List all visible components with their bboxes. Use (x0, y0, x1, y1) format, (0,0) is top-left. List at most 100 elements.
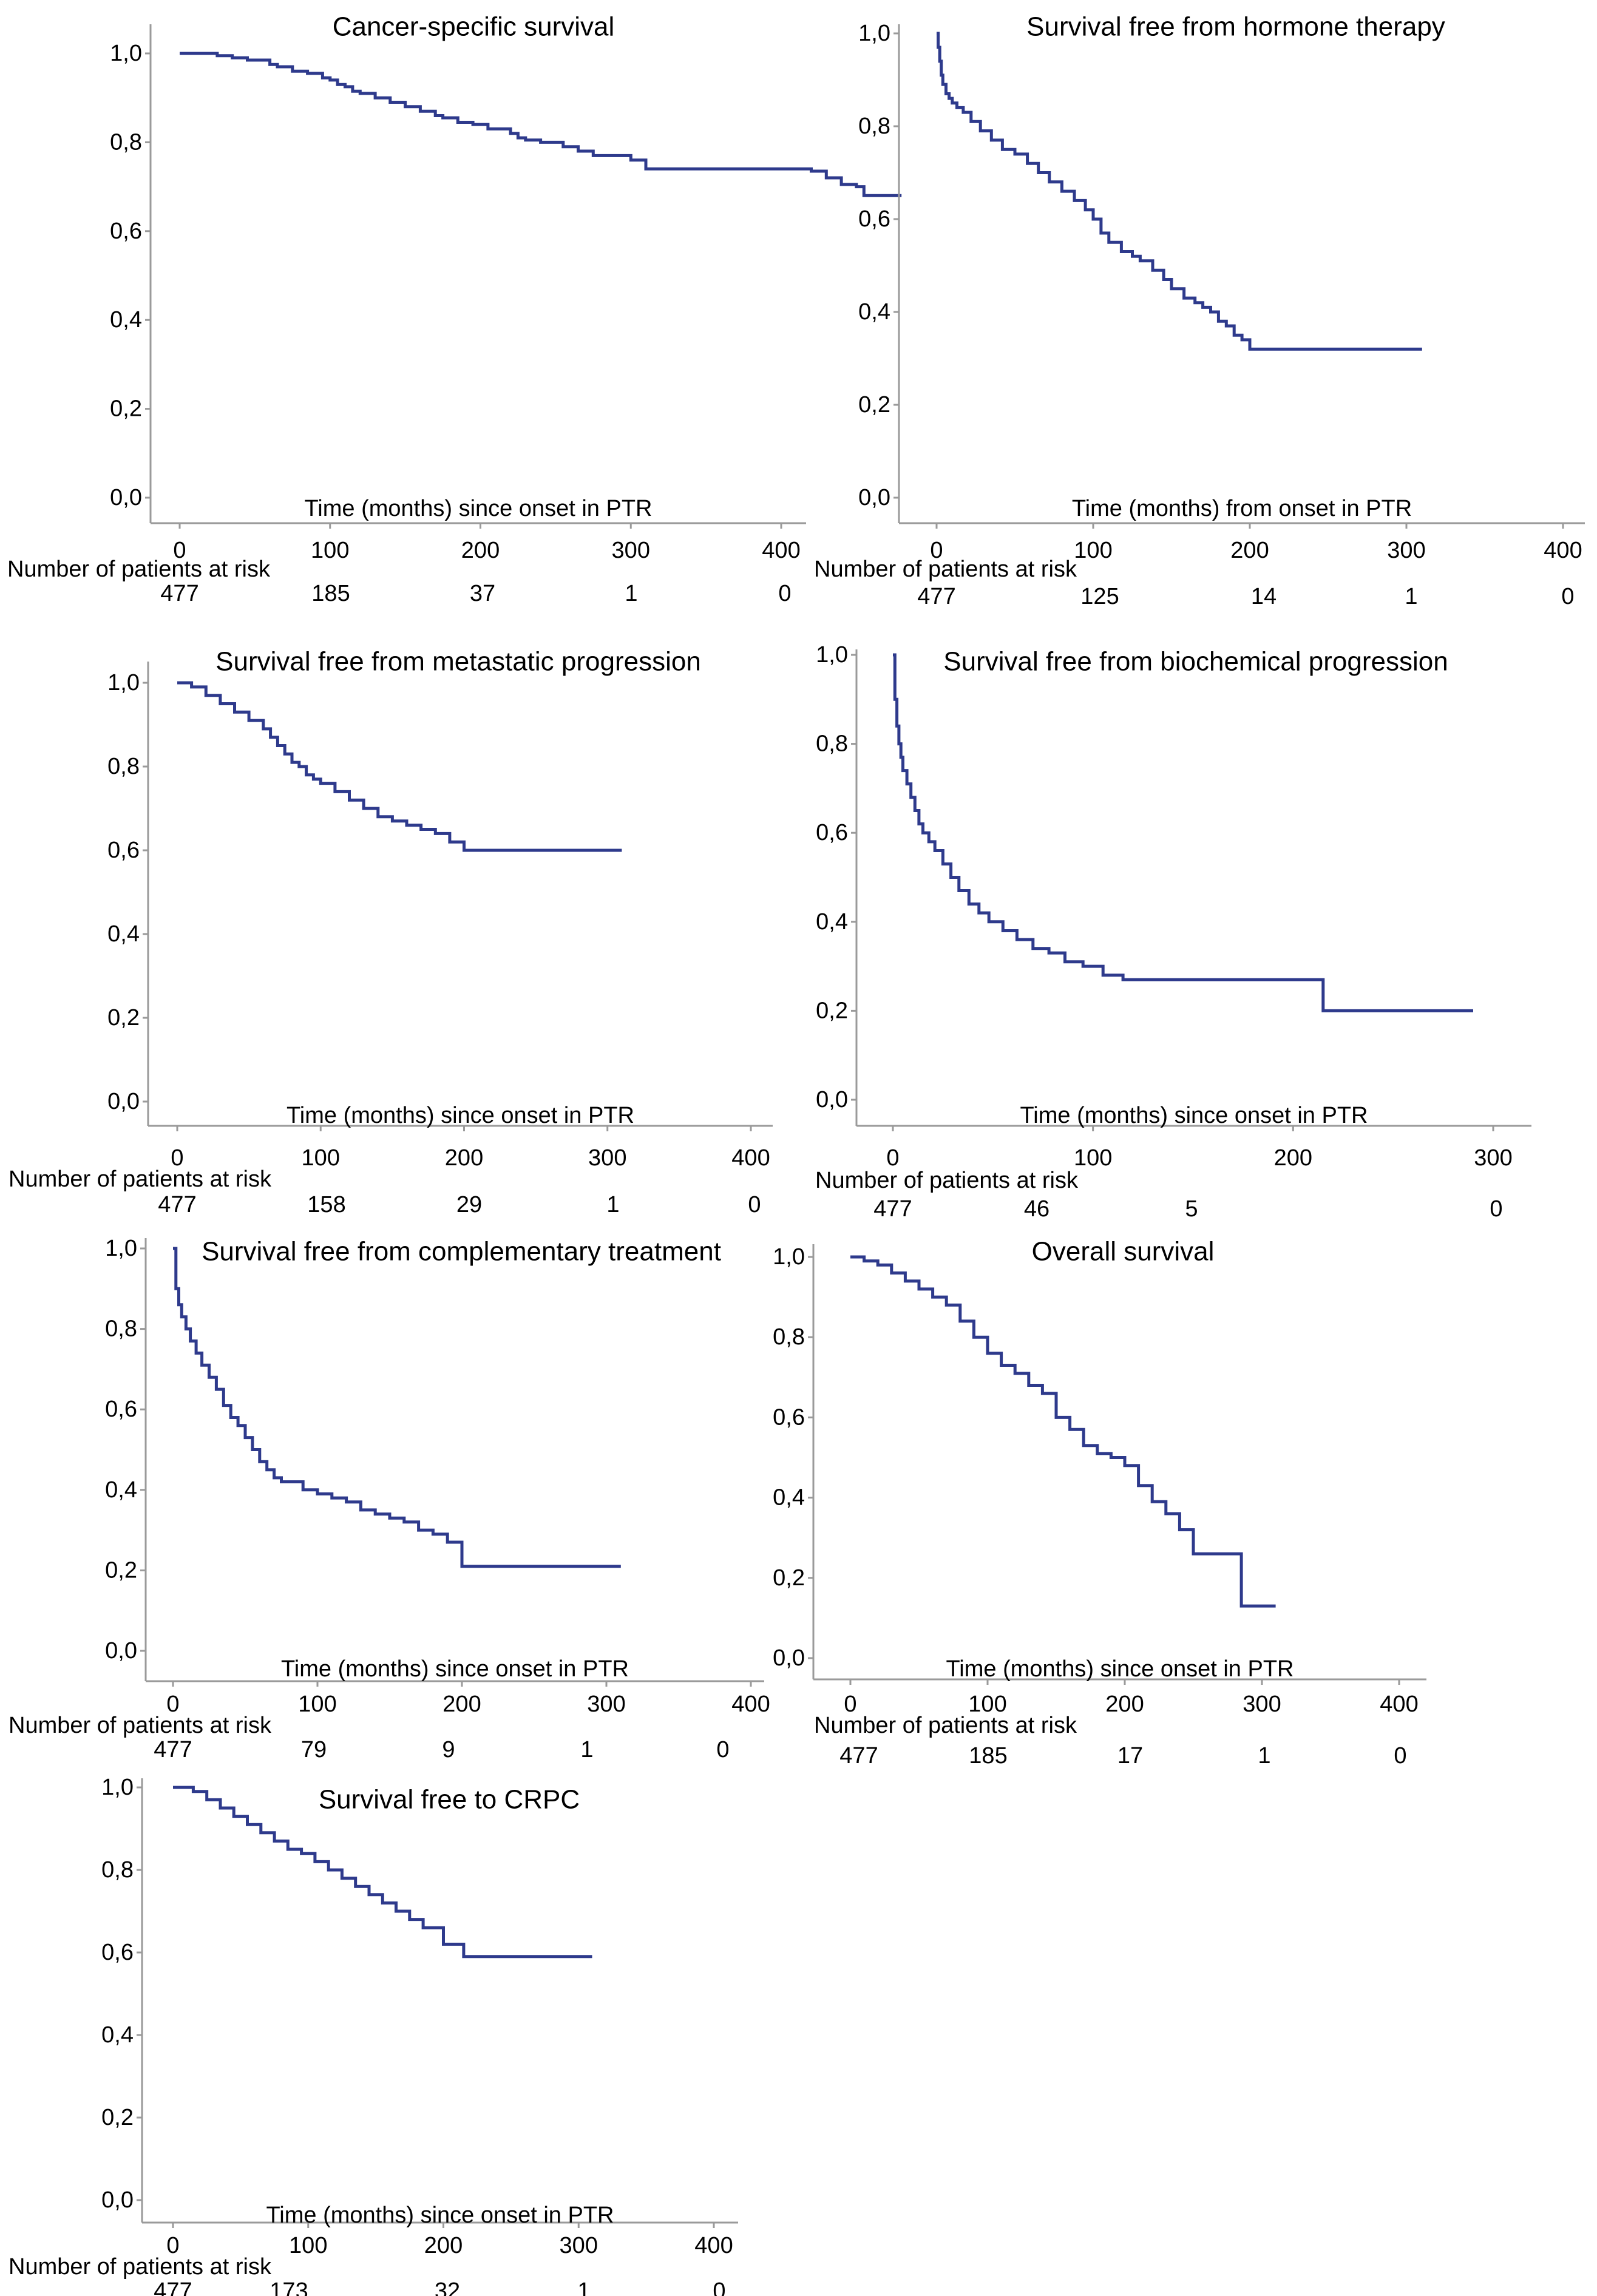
at-risk-count: 477 (873, 1196, 912, 1222)
x-tick-label: 200 (442, 1692, 481, 1717)
x-tick-label: 400 (731, 1692, 770, 1717)
x-axis-label: Time (months) since onset in PTR (287, 1103, 634, 1128)
chart-title: Survival free from biochemical progressi… (943, 647, 1448, 677)
y-tick-label: 1,0 (858, 21, 890, 46)
x-tick-label: 100 (302, 1145, 340, 1171)
x-tick-label: 200 (461, 538, 500, 563)
y-tick-label: 0,6 (105, 1397, 137, 1422)
y-tick-label: 0,4 (773, 1485, 805, 1511)
at-risk-count: 477 (917, 584, 955, 609)
at-risk-count: 5 (1185, 1196, 1198, 1222)
y-tick-label: 0,8 (105, 1316, 137, 1342)
x-tick-label: 300 (1387, 538, 1425, 563)
survival-curve (180, 52, 902, 197)
at-risk-count: 477 (154, 1737, 192, 1763)
y-tick-label: 1,0 (110, 41, 142, 66)
chart-panel-2: Survival free from hormone therapy 0,0 0,2… (814, 12, 1585, 609)
x-tick-label: 200 (1230, 538, 1269, 563)
y-tick-label: 0,4 (816, 909, 848, 935)
y-tick-label: 0,4 (105, 1477, 137, 1503)
at-risk-count: 0 (1394, 1743, 1406, 1769)
chart-title: Survival free from hormone therapy (1026, 12, 1445, 42)
x-tick-label: 100 (968, 1692, 1006, 1717)
y-tick-label: 0,2 (110, 396, 142, 422)
x-axis-label: Time (months) since onset in PTR (946, 1656, 1294, 1682)
survival-curve (173, 1247, 621, 1568)
x-axis-label: Time (months) since onset in PTR (266, 2203, 614, 2228)
at-risk-count: 79 (301, 1737, 327, 1763)
chart-panel-7: Survival free to CRPC 0,0 0,2 0,4 0,6 0,8 1,0 0… (8, 1775, 738, 2296)
at-risk-count: 185 (311, 581, 350, 606)
at-risk-count: 1 (1405, 584, 1417, 609)
y-tick-label: 0,4 (110, 307, 142, 333)
y-tick-label: 0,0 (110, 485, 142, 510)
y-tick-label: 0,8 (101, 1857, 134, 1883)
x-tick-label: 400 (731, 1145, 770, 1171)
at-risk-count: 0 (713, 2278, 725, 2296)
y-tick-label: 0,6 (107, 838, 140, 863)
y-tick-label: 0,8 (773, 1324, 805, 1350)
x-tick-label: 200 (1274, 1145, 1312, 1171)
x-tick-label: 0 (171, 1145, 183, 1171)
x-tick-label: 400 (1544, 538, 1582, 563)
y-tick-label: 0,0 (101, 2187, 134, 2213)
at-risk-count: 0 (748, 1192, 761, 1217)
x-tick-label: 400 (1380, 1692, 1418, 1717)
at-risk-label: Number of patients at risk (8, 1713, 272, 1738)
survival-curve (937, 32, 1422, 351)
y-tick-label: 1,0 (101, 1775, 134, 1800)
x-tick-label: 0 (930, 538, 943, 563)
y-tick-label: 0,6 (816, 820, 848, 845)
y-tick-label: 0,6 (858, 206, 890, 232)
y-tick-label: 0,0 (816, 1087, 848, 1112)
y-tick-label: 0,2 (107, 1005, 140, 1031)
at-risk-count: 9 (442, 1737, 455, 1763)
at-risk-count: 1 (580, 1737, 593, 1763)
at-risk-count: 29 (456, 1192, 482, 1217)
x-tick-label: 0 (166, 1692, 179, 1717)
chart-title: Cancer-specific survival (333, 12, 615, 42)
chart-title: Survival free to CRPC (319, 1785, 580, 1815)
x-tick-label: 300 (588, 1145, 626, 1171)
at-risk-count: 125 (1080, 584, 1119, 609)
y-tick-label: 0,8 (816, 731, 848, 757)
x-tick-label: 100 (1074, 1145, 1112, 1171)
x-axis-label: Time (months) since onset in PTR (305, 496, 653, 521)
y-tick-label: 0,4 (858, 299, 890, 325)
x-tick-label: 400 (762, 538, 800, 563)
at-risk-count: 46 (1024, 1196, 1049, 1222)
at-risk-label: Number of patients at risk (815, 1168, 1079, 1193)
x-tick-label: 200 (424, 2233, 463, 2258)
survival-curve (173, 1786, 592, 1959)
x-tick-label: 300 (560, 2233, 598, 2258)
chart-panel-3: Survival free from metastatic progressio… (8, 647, 773, 1217)
y-tick-label: 0,4 (107, 921, 140, 947)
y-tick-label: 0,8 (858, 113, 890, 139)
x-tick-label: 100 (311, 538, 349, 563)
at-risk-count: 0 (1561, 584, 1574, 609)
y-tick-label: 0,6 (773, 1404, 805, 1430)
at-risk-count: 185 (969, 1743, 1007, 1769)
chart-panel-6: Overall survival 0,0 0,2 0,4 0,6 0,8 1,0 0 100 20… (773, 1237, 1426, 1769)
chart-title: Survival free from complementary treatme… (202, 1237, 721, 1267)
chart-panel-1: Cancer-specific survival 0,0 0,2 0,4 0,6 0,8 1… (7, 12, 902, 606)
at-risk-label: Number of patients at risk (814, 557, 1077, 582)
at-risk-count: 1 (577, 2278, 590, 2296)
y-tick-label: 1,0 (107, 670, 140, 696)
survival-curve (177, 681, 622, 852)
at-risk-count: 37 (470, 581, 495, 606)
x-tick-label: 100 (1074, 538, 1112, 563)
x-tick-label: 300 (612, 538, 650, 563)
at-risk-count: 0 (778, 581, 791, 606)
at-risk-count: 477 (154, 2278, 192, 2296)
y-tick-label: 0,2 (816, 998, 848, 1023)
chart-panel-4: Survival free from biochemical progressi… (815, 642, 1531, 1222)
y-tick-label: 0,2 (101, 2105, 134, 2130)
y-tick-label: 0,6 (101, 1940, 134, 1965)
x-tick-label: 400 (694, 2233, 733, 2258)
y-tick-label: 1,0 (773, 1244, 805, 1270)
at-risk-count: 173 (270, 2278, 308, 2296)
at-risk-count: 17 (1117, 1743, 1143, 1769)
y-tick-label: 0,6 (110, 218, 142, 244)
